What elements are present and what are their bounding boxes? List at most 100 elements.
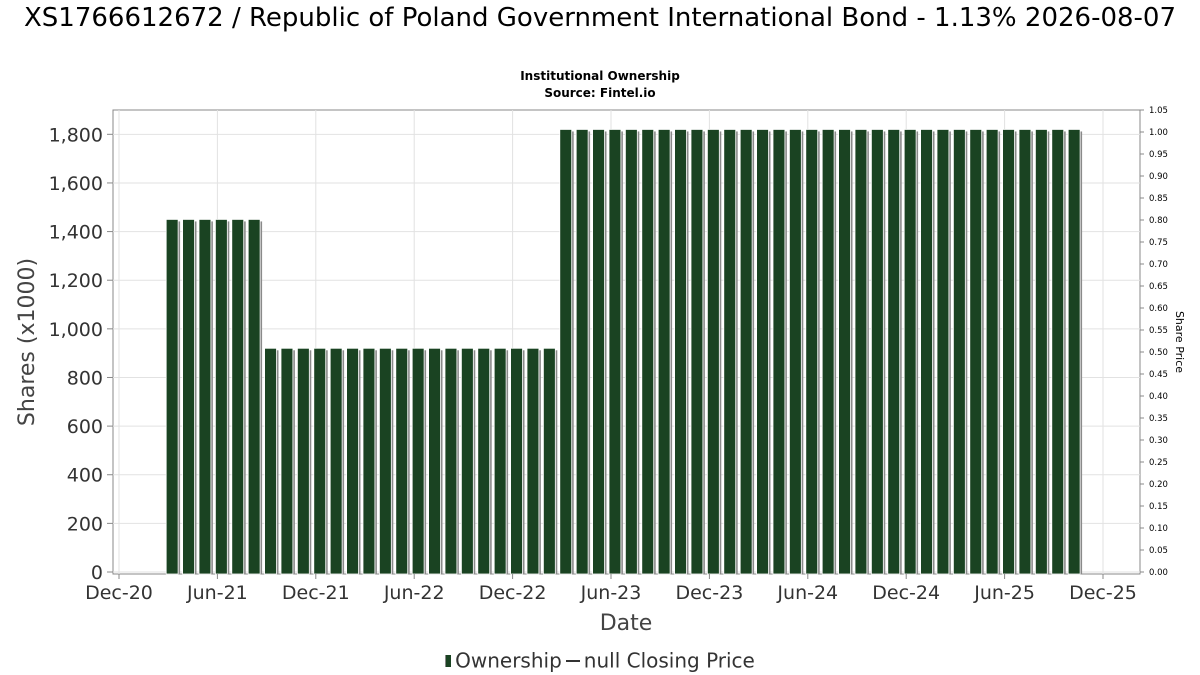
ownership-bar [477,347,491,575]
ownership-bar [756,129,769,575]
ownership-bar [887,129,901,575]
y2-tick-label: 1.05 [1149,106,1168,116]
y2-tick-label: 0.50 [1149,348,1168,358]
ownership-bar [871,129,884,575]
ownership-bar [329,347,343,575]
ownership-bar [657,129,671,575]
ownership-bar [805,129,819,575]
y-tick-label: 400 [67,465,103,487]
chart-title: XS1766612672 / Republic of Poland Govern… [23,3,1176,33]
y-axis-title: Shares (x1000) [15,258,40,426]
x-tick-label: Dec-25 [1069,582,1137,604]
legend: Ownership null Closing Price [0,646,1200,674]
ownership-bar [707,129,720,575]
x-tick-label: Dec-20 [85,582,153,604]
ownership-bar [1067,129,1081,575]
x-tick-label: Jun-25 [973,582,1035,604]
y2-axis-title: Share Price [1173,311,1186,373]
ownership-bar [510,347,523,575]
y2-tick-label: 0.60 [1149,304,1168,314]
ownership-bar [723,129,737,575]
y2-tick-label: 0.95 [1149,150,1168,160]
y2-tick-label: 0.65 [1149,282,1168,292]
ownership-bar [460,347,474,575]
y2-tick-label: 0.75 [1149,238,1168,248]
y2-tick-label: 0.05 [1149,546,1168,556]
x-tick-label: Dec-21 [282,582,350,604]
ownership-bar [198,219,212,575]
legend-ownership-label: Ownership [455,648,562,673]
y-tick-label: 200 [67,513,103,535]
ownership-bar [936,129,950,575]
y2-tick-label: 0.20 [1149,480,1168,490]
ownership-bar [838,129,851,575]
ownership-bar [592,129,605,575]
y-tick-label: 0 [91,562,103,584]
closing-price-swatch-icon [565,659,580,662]
x-axis-title: Date [600,611,653,636]
y-tick-label: 1,600 [49,173,103,195]
y2-tick-label: 0.40 [1149,392,1168,402]
chart-subtitle: Institutional Ownership [520,69,680,83]
ownership-bar [985,129,999,575]
chart-source: Source: Fintel.io [544,86,656,100]
y-tick-label: 600 [67,416,103,438]
y2-tick-label: 0.80 [1149,216,1168,226]
ownership-bar [214,219,228,575]
x-tick-label: Dec-23 [675,582,743,604]
y2-tick-label: 0.35 [1149,414,1168,424]
ownership-bar [543,347,556,575]
y2-tick-label: 0.25 [1149,458,1168,468]
y2-tick-label: 0.15 [1149,502,1168,512]
ownership-bar [1035,129,1048,575]
ownership-bar [313,347,327,575]
y2-tick-label: 0.70 [1149,260,1168,270]
y-tick-label: 1,000 [49,319,103,341]
x-tick-label: Jun-24 [776,582,838,604]
y2-tick-label: 0.10 [1149,524,1168,534]
y2-tick-label: 0.30 [1149,436,1168,446]
y-tick-label: 1,400 [49,222,103,244]
ownership-bar [411,347,425,575]
x-tick-label: Jun-21 [186,582,248,604]
ownership-bar [690,129,704,575]
ownership-bar [641,129,655,575]
ownership-bar [1002,129,1015,575]
ownership-bar [378,347,392,575]
y-tick-label: 1,800 [49,124,103,146]
y2-tick-label: 0.00 [1149,568,1168,578]
ownership-bar [903,129,917,575]
y2-tick-label: 0.55 [1149,326,1168,336]
ownership-bar [953,129,966,575]
ownership-bar [182,219,195,575]
ownership-bar [362,347,376,575]
ownership-bar [165,219,179,575]
ownership-bar [821,129,835,575]
y2-tick-label: 0.85 [1149,194,1168,204]
ownership-bar [231,219,245,575]
ownership-bar [625,129,638,575]
legend-price-label: null Closing Price [583,648,755,673]
ownership-bar [772,129,786,575]
ownership-bar [575,129,589,575]
bars [165,129,1083,575]
ownership-bar [789,129,802,575]
x-tick-label: Dec-22 [479,582,547,604]
y2-tick-label: 0.90 [1149,172,1168,182]
ownership-bar [969,129,983,575]
ownership-bar [428,347,441,575]
ownership-bar [559,129,573,575]
ownership-bar [1051,129,1065,575]
y2-tick-label: 0.45 [1149,370,1168,380]
y-tick-label: 1,200 [49,270,103,292]
ownership-bar [854,129,868,575]
ownership-chart: 0 200 400 600 800 1,000 1,200 1,400 1,600 1,800 0.… [15,106,1186,636]
y2-tick-label: 1.00 [1149,128,1168,138]
ownership-bar [444,347,458,575]
ownership-bar [346,347,359,575]
ownership-bar [395,347,409,575]
ownership-bar [1018,129,1032,575]
ownership-bar [920,129,933,575]
x-tick-label: Jun-23 [580,582,642,604]
ownership-swatch-icon [445,654,452,667]
